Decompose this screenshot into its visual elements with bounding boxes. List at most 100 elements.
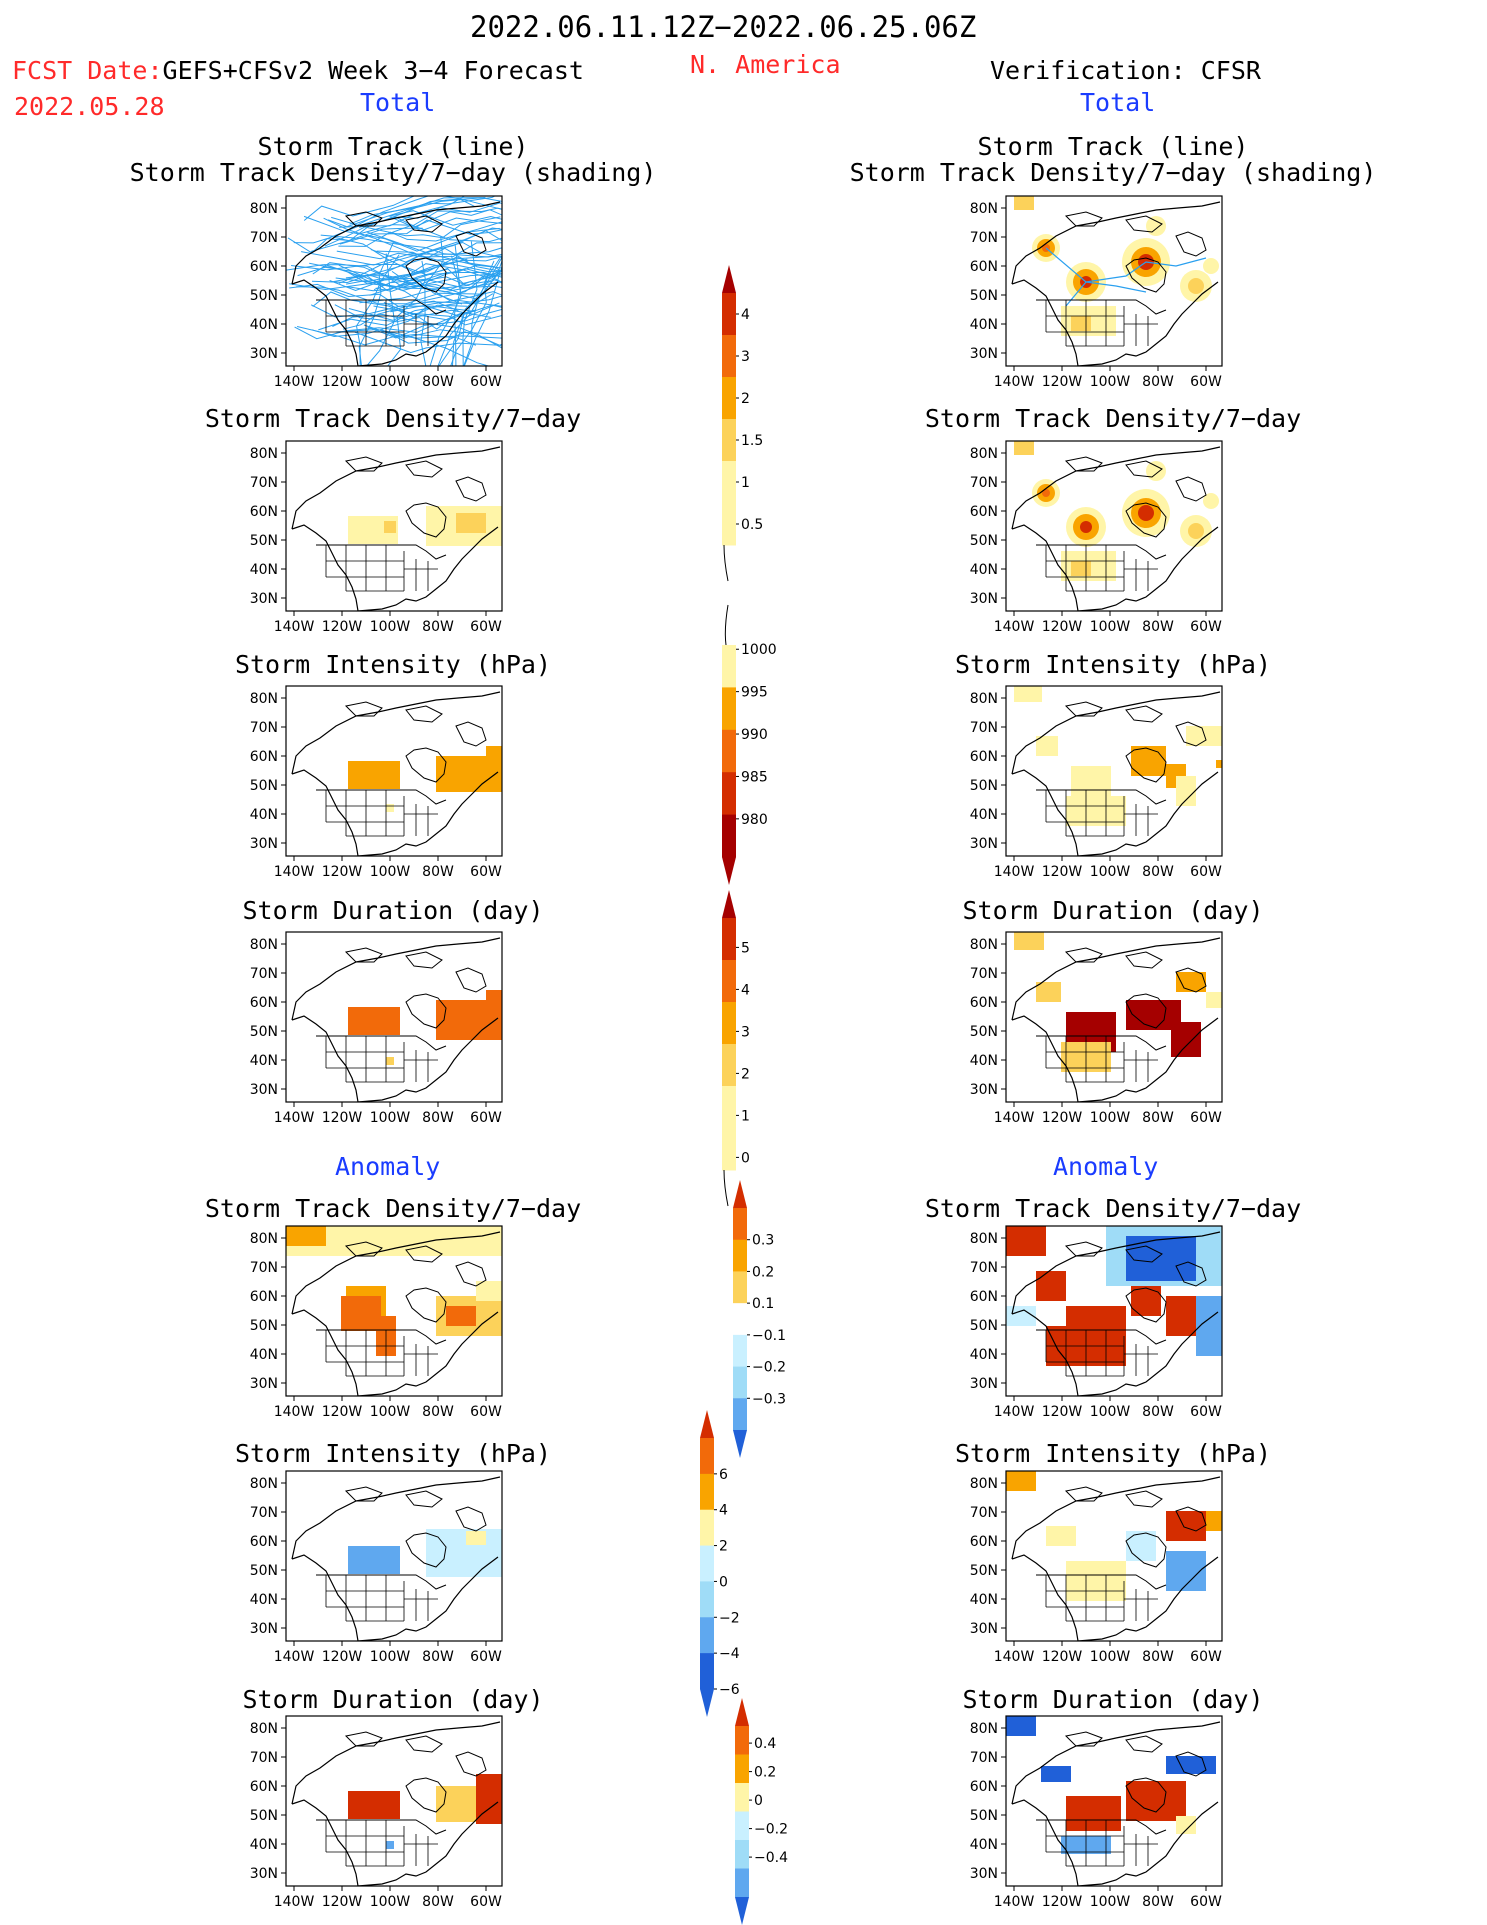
shade-cell [1131, 746, 1166, 776]
colorbar-label: 0 [719, 1574, 728, 1590]
map-l1-content [286, 196, 502, 366]
lat-tick-label: 50N [970, 1808, 998, 1824]
lon-tick-label: 80W [1142, 374, 1174, 390]
colorbar-segment [735, 1840, 749, 1869]
lat-tick-label: 70N [250, 1750, 278, 1766]
storm-track-line [420, 236, 444, 366]
lat-tick-label: 40N [250, 1053, 278, 1069]
storm-track-line [1065, 281, 1147, 307]
title-l3: Storm Intensity (hPa) [234, 650, 552, 679]
storm-track-line [358, 240, 395, 366]
storm-track-line [348, 295, 502, 321]
colorbar-label: 0.5 [741, 517, 763, 533]
lat-tick-label: 60N [250, 995, 278, 1011]
map-l5-frame [285, 1225, 503, 1397]
storm-track-line [311, 302, 500, 338]
lon-tick-label: 100W [1090, 619, 1131, 635]
colorbar-label: 0.4 [754, 1736, 776, 1752]
storm-track-line [318, 304, 468, 331]
lat-tick-label: 60N [970, 1289, 998, 1305]
lat-tick-label: 30N [970, 346, 998, 362]
lon-tick-label: 120W [1042, 864, 1083, 880]
map-l7-content [291, 1721, 502, 1886]
map-l3: 80N 70N 60N 50N 40N 30N 140W 120W 100W 80W 60W [250, 685, 503, 880]
map-r6-frame [1005, 1470, 1223, 1642]
lon-tick-label: 120W [322, 1894, 363, 1910]
shade-cell [456, 513, 486, 533]
storm-track-line [367, 308, 502, 339]
title-l7: Storm Duration (day) [242, 1685, 544, 1714]
shade-cell [1066, 1561, 1126, 1601]
colorbar-segment [722, 1002, 736, 1045]
lat-tick-label: 60N [970, 1779, 998, 1795]
shade-cell [286, 1226, 326, 1246]
title-l4: Storm Duration (day) [242, 896, 544, 925]
lat-tick-label: 40N [250, 1347, 278, 1363]
title-l1a: Storm Track (line) [257, 132, 529, 161]
map-r5-content [1006, 1226, 1222, 1396]
lat-tick-label: 80N [250, 1476, 278, 1492]
shade-cell [1066, 1796, 1121, 1831]
lat-tick-label: 50N [970, 533, 998, 549]
colorbar-intensity-total: 1000 995 990 985 980 [722, 604, 777, 885]
lat-tick-label: 30N [970, 1621, 998, 1637]
title-r4: Storm Duration (day) [962, 896, 1264, 925]
shade-blob [1042, 489, 1050, 497]
lat-tick-label: 40N [970, 317, 998, 333]
lon-tick-label: 140W [994, 1894, 1035, 1910]
lat-tick-label: 60N [250, 1779, 278, 1795]
lat-tick-label: 60N [970, 259, 998, 275]
lon-tick-label: 60W [1190, 1110, 1222, 1126]
colorbar-segment [700, 1581, 714, 1618]
colorbar-segment [735, 1783, 749, 1812]
lon-tick-label: 80W [1142, 1404, 1174, 1420]
lat-tick-label: 60N [970, 749, 998, 765]
title-l5: Storm Track Density/7−day [204, 1194, 582, 1223]
period-title: 2022.06.11.12Z−2022.06.25.06Z [470, 10, 977, 44]
lat-tick-label: 40N [250, 807, 278, 823]
storm-track-line [332, 313, 502, 349]
lat-tick-label: 80N [970, 201, 998, 217]
storm-track-line [359, 289, 502, 304]
colorbar-segment [735, 1811, 749, 1841]
lat-tick-label: 70N [250, 1260, 278, 1276]
lat-tick-label: 80N [250, 1231, 278, 1247]
lon-tick-label: 140W [994, 1404, 1035, 1420]
storm-track-line [387, 224, 502, 243]
shade-cell [1166, 1511, 1206, 1541]
lat-tick-label: 40N [250, 1592, 278, 1608]
lat-tick-label: 60N [970, 1534, 998, 1550]
storm-track-line [301, 247, 502, 266]
map-r6-content [1006, 1471, 1222, 1641]
storm-track-line [388, 210, 502, 226]
colorbar-segment [722, 687, 736, 731]
lat-tick-label: 40N [970, 562, 998, 578]
lat-tick-label: 50N [970, 778, 998, 794]
shade-cell [341, 1296, 381, 1331]
storm-track-line [370, 241, 502, 263]
lat-tick-label: 60N [250, 259, 278, 275]
colorbar-label: −4 [719, 1646, 740, 1662]
shade-cell [386, 1841, 394, 1849]
lon-tick-label: 120W [322, 1649, 363, 1665]
colorbar-segment [722, 293, 736, 336]
lon-tick-label: 140W [994, 374, 1035, 390]
lat-tick-label: 50N [250, 1808, 278, 1824]
fcst-date-value: 2022.05.28 [14, 92, 165, 121]
lon-tick-label: 120W [322, 619, 363, 635]
storm-track-line [463, 258, 501, 366]
map-l7-frame [285, 1715, 503, 1887]
lon-tick-label: 140W [994, 1649, 1035, 1665]
lon-tick-label: 120W [1042, 1894, 1083, 1910]
lon-tick-label: 140W [274, 1110, 315, 1126]
shade-cell [348, 1791, 400, 1819]
colorbar-segment [722, 645, 736, 688]
lat-tick-label: 40N [250, 1837, 278, 1853]
storm-track-line [338, 221, 502, 247]
lat-tick-label: 80N [250, 937, 278, 953]
lat-tick-label: 80N [250, 201, 278, 217]
storm-track-line [355, 254, 400, 366]
lon-tick-label: 60W [470, 1894, 502, 1910]
lat-tick-label: 50N [970, 1563, 998, 1579]
lon-tick-label: 140W [994, 864, 1035, 880]
